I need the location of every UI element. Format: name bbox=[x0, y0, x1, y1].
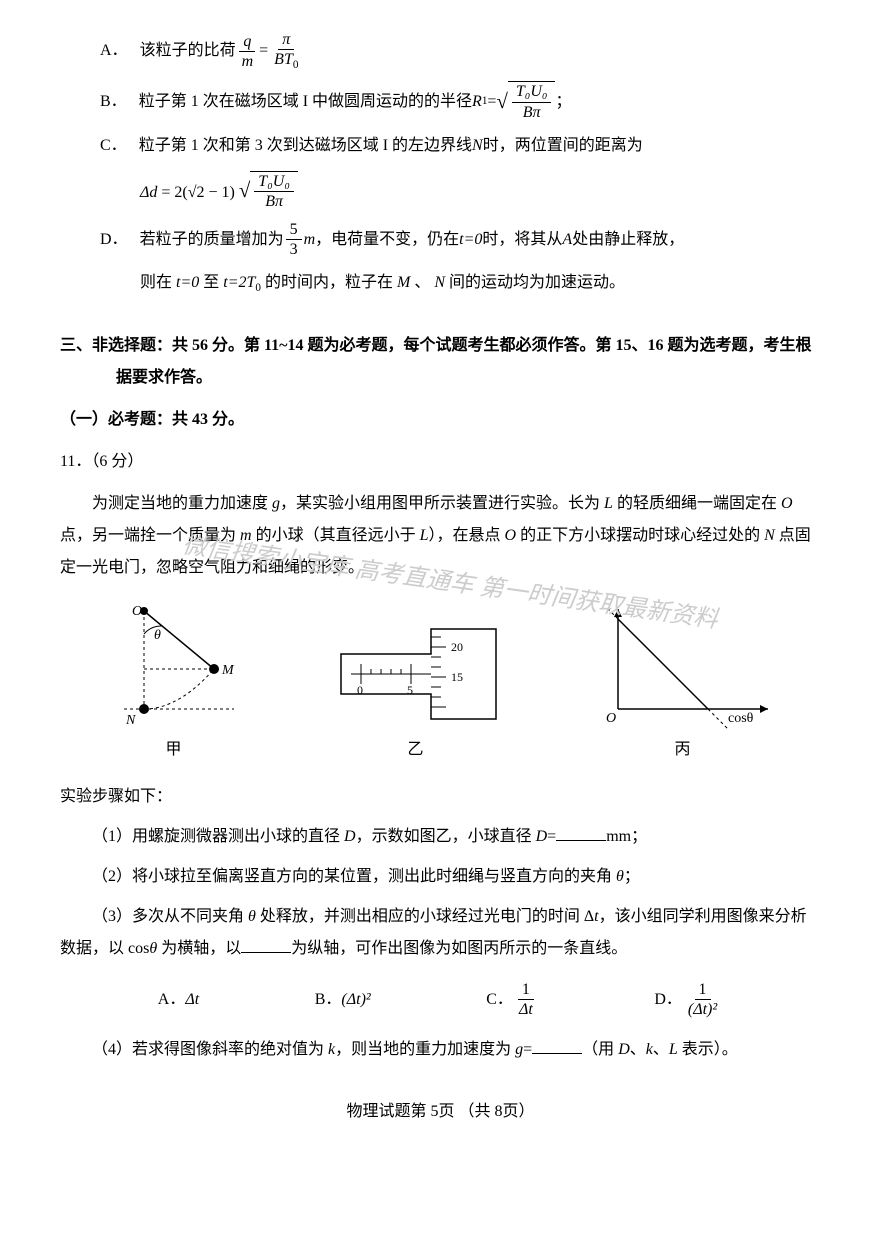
q11-para: 为测定当地的重力加速度 g，某实验小组用图甲所示装置进行实验。长为 L 的轻质细… bbox=[60, 488, 821, 584]
option-c-label: C． bbox=[100, 130, 127, 162]
blank-1 bbox=[556, 825, 606, 841]
graph-svg: O cosθ bbox=[588, 599, 778, 729]
jia-N-label: N bbox=[125, 713, 136, 728]
option-d-line2: 则在 t=0 至 t=2T0 的时间内，粒子在 M 、 N 间的运动均为加速运动… bbox=[140, 267, 821, 300]
step-3: （3）多次从不同夹角 θ 处释放，并测出相应的小球经过光电门的时间 Δt，该小组… bbox=[60, 901, 821, 965]
step-4: （4）若求得图像斜率的绝对值为 k，则当地的重力加速度为 g=（用 D、k、L … bbox=[60, 1034, 821, 1066]
page-footer: 物理试题第 5页 （共 8页） bbox=[60, 1096, 821, 1128]
yi-scale-5: 5 bbox=[407, 683, 413, 697]
yi-scale-15: 15 bbox=[451, 670, 463, 684]
yi-scale-20: 20 bbox=[451, 640, 463, 654]
option-b-label: B． bbox=[100, 86, 127, 118]
yi-scale-0: 0 bbox=[357, 683, 363, 697]
option-d-label: D． bbox=[100, 224, 128, 256]
option-c: C． 粒子第 1 次和第 3 次到达磁场区域 I 的左边界线 N 时，两位置间的… bbox=[100, 130, 821, 162]
steps-header: 实验步骤如下： bbox=[60, 781, 821, 813]
opt-d: D． 1 (Δt)² bbox=[654, 980, 723, 1019]
blank-2 bbox=[241, 937, 291, 953]
opt-a: A． Δt bbox=[158, 980, 199, 1019]
diagram-jia: O M θ N 甲 bbox=[104, 599, 244, 766]
blank-3 bbox=[532, 1038, 582, 1054]
option-b-sqrt: T₀U₀ Bπ bbox=[496, 81, 555, 123]
step-1: （1）用螺旋测微器测出小球的直径 D，示数如图乙，小球直径 D=mm； bbox=[60, 821, 821, 853]
diagram-yi: 0 5 20 15 乙 bbox=[331, 619, 501, 766]
micrometer-svg: 0 5 20 15 bbox=[331, 619, 501, 729]
yi-label: 乙 bbox=[407, 734, 423, 766]
section-3-heading: 三、非选择题：共 56 分。第 11~14 题为必考题，每个试题考生都必须作答。… bbox=[60, 330, 821, 394]
q11-header: 11．（6 分） bbox=[60, 446, 821, 478]
option-a-formula: q m = π BT0 bbox=[236, 30, 305, 73]
step3-options: A． Δt B． (Δt)² C． 1 Δt D． 1 (Δt)² bbox=[100, 980, 781, 1019]
jia-M-label: M bbox=[221, 663, 235, 678]
pendulum-svg: O M θ N bbox=[104, 599, 244, 729]
step-2: （2）将小球拉至偏离竖直方向的某位置，测出此时细绳与竖直方向的夹角 θ； bbox=[60, 861, 821, 893]
option-b: B． 粒子第 1 次在磁场区域 I 中做圆周运动的的半径 R1 = T₀U₀ B… bbox=[100, 81, 821, 123]
opt-c: C． 1 Δt bbox=[486, 980, 539, 1019]
opt-b: B． (Δt)² bbox=[315, 980, 371, 1019]
diagrams-row: 微信搜索小宝库 高考直通车 第一时间获取最新资料 O M θ N 甲 bbox=[60, 599, 821, 766]
jia-label: 甲 bbox=[165, 734, 181, 766]
diagram-bing: O cosθ 丙 bbox=[588, 599, 778, 766]
option-a: A． 该粒子的比荷 q m = π BT0 bbox=[100, 30, 821, 73]
option-c-text1: 粒子第 1 次和第 3 次到达磁场区域 I 的左边界线 bbox=[139, 130, 472, 162]
option-a-label: A． bbox=[100, 35, 128, 67]
bing-label: 丙 bbox=[674, 734, 690, 766]
option-d: D． 若粒子的质量增加为 5 3 m ，电荷量不变，仍在 t=0 时，将其从 A… bbox=[100, 220, 821, 259]
bing-xlabel: cosθ bbox=[728, 711, 754, 726]
option-b-text: 粒子第 1 次在磁场区域 I 中做圆周运动的的半径 bbox=[139, 86, 472, 118]
option-a-text: 该粒子的比荷 bbox=[140, 35, 236, 67]
option-c-formula-line: Δd = 2(√2 − 1) T₀U₀ Bπ bbox=[140, 170, 821, 212]
bing-O-label: O bbox=[606, 711, 616, 726]
jia-theta-label: θ bbox=[154, 628, 161, 643]
subsection-1: （一）必考题：共 43 分。 bbox=[60, 404, 821, 436]
jia-O-label: O bbox=[132, 604, 142, 619]
